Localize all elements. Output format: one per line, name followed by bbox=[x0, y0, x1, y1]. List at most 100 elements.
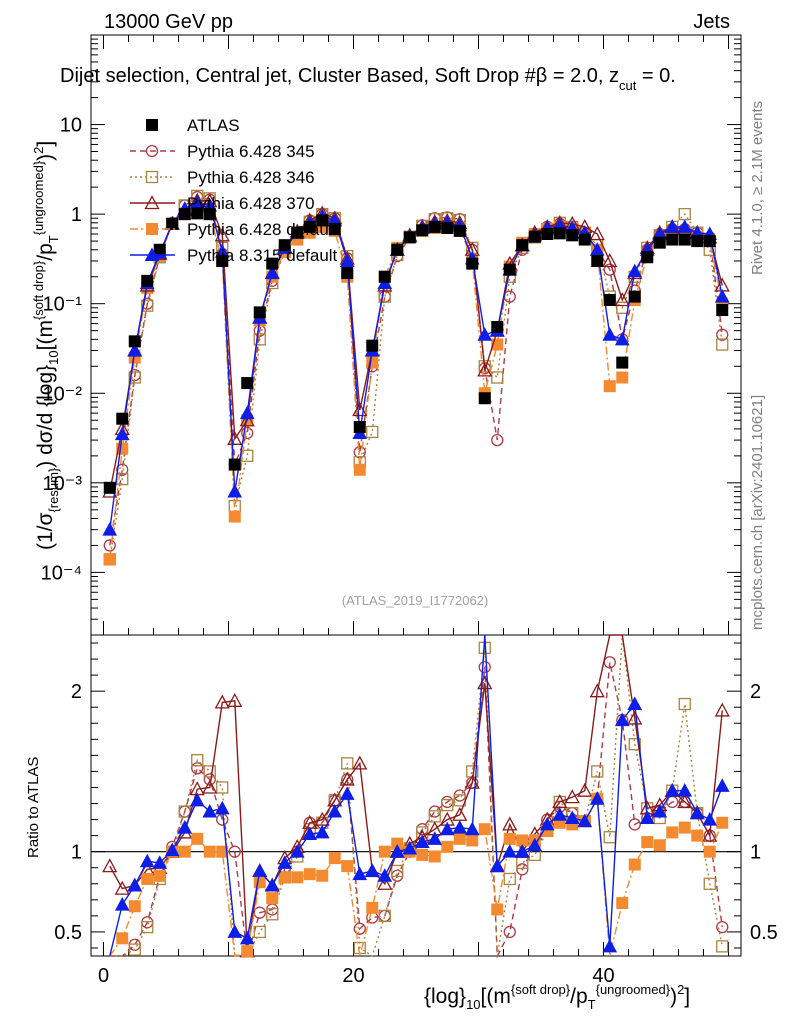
legend-entry: Pythia 8.315 default bbox=[130, 246, 338, 265]
ratio-point bbox=[141, 920, 154, 934]
ratio-point bbox=[228, 845, 241, 858]
ratio-point bbox=[628, 737, 641, 751]
ratio-point bbox=[266, 908, 279, 921]
data-point bbox=[528, 230, 541, 243]
y-tick-label-main: 1 bbox=[71, 204, 82, 226]
y-tick-label-main: 10⁻² bbox=[43, 383, 83, 405]
ratio-point bbox=[503, 925, 516, 939]
ratio-point bbox=[241, 945, 254, 958]
data-point bbox=[553, 227, 566, 240]
ratio-point bbox=[503, 872, 516, 886]
mcplots-source-label: mcplots.cern.ch [arXiv:2401.10621] bbox=[749, 395, 766, 630]
data-point bbox=[477, 327, 493, 341]
ratio-point bbox=[691, 829, 704, 842]
ratio-point bbox=[677, 794, 693, 809]
ratio-point bbox=[716, 940, 729, 953]
data-point bbox=[403, 231, 416, 244]
series-line bbox=[109, 199, 723, 492]
data-point bbox=[128, 371, 141, 384]
ratio-point bbox=[341, 860, 354, 873]
data-point bbox=[153, 243, 166, 256]
legend-entry: Pythia 6.428 370 bbox=[130, 194, 315, 213]
ratio-point bbox=[352, 866, 368, 881]
ratio-point bbox=[128, 938, 141, 951]
series-atlas bbox=[103, 207, 729, 494]
data-point bbox=[116, 442, 129, 455]
ratio-point bbox=[253, 876, 266, 889]
data-point bbox=[341, 267, 354, 280]
ratio-point bbox=[514, 844, 530, 858]
ratio-point bbox=[191, 832, 204, 845]
ratio-point bbox=[627, 696, 643, 711]
data-point bbox=[441, 222, 454, 235]
ratio-point bbox=[502, 816, 518, 831]
data-point bbox=[303, 220, 316, 233]
data-point bbox=[216, 254, 229, 267]
data-point bbox=[116, 412, 129, 425]
legend: ATLAS Pythia 6.428 345 Pythia 6.428 346 Pyt… bbox=[130, 116, 338, 265]
ratio-point bbox=[128, 900, 141, 913]
data-point bbox=[603, 293, 616, 306]
ratio-point bbox=[253, 925, 266, 939]
data-point bbox=[616, 356, 629, 369]
ratio-point bbox=[364, 863, 380, 877]
ratio-point bbox=[414, 834, 430, 849]
ratio-point bbox=[227, 924, 243, 938]
ratio-point bbox=[702, 812, 718, 826]
data-point bbox=[239, 412, 255, 427]
x-tick-label: 20 bbox=[342, 965, 364, 987]
ratio-point bbox=[453, 832, 466, 845]
legend-entry: Pythia 6.428 346 bbox=[130, 168, 315, 187]
y-tick-label-ratio-right: 0.5 bbox=[750, 922, 778, 944]
ratio-point bbox=[178, 845, 191, 858]
data-point bbox=[353, 421, 366, 434]
data-point bbox=[453, 224, 466, 237]
ratio-point bbox=[677, 783, 693, 797]
legend-label: Pythia 8.315 default bbox=[187, 246, 338, 265]
ratio-point bbox=[589, 791, 605, 805]
ratio-point bbox=[389, 844, 405, 858]
ratio-point bbox=[714, 778, 730, 792]
data-point bbox=[241, 426, 254, 440]
data-point bbox=[491, 433, 504, 447]
ratio-line bbox=[109, 796, 723, 957]
ratio-point bbox=[602, 938, 618, 953]
data-point bbox=[666, 233, 679, 246]
data-point bbox=[602, 327, 618, 341]
ratio-point bbox=[539, 816, 555, 831]
ratio-point bbox=[391, 864, 404, 878]
ratio-point bbox=[214, 694, 230, 709]
ratio-point bbox=[203, 765, 216, 778]
axis-ticks: 0 20 40 10⁻⁴ 10⁻³ 10⁻² 10⁻¹ 1 10 0.5 0.5 1 1 2 2 bbox=[41, 35, 778, 987]
ratio-point bbox=[614, 712, 630, 727]
data-point bbox=[103, 553, 116, 566]
ratio-pythia-8-315-default bbox=[109, 634, 730, 957]
x-axis-label: {log}10[(m{soft drop}/pT{ungroomed})2] bbox=[424, 982, 690, 1012]
legend-entry: Pythia 6.428 345 bbox=[130, 142, 315, 161]
ratio-point bbox=[216, 781, 229, 794]
data-point bbox=[591, 254, 604, 267]
ratio-point bbox=[152, 855, 168, 869]
data-point bbox=[541, 228, 554, 241]
ratio-point bbox=[564, 810, 580, 824]
data-point bbox=[239, 405, 255, 420]
legend-marker bbox=[145, 170, 159, 184]
ratio-point bbox=[702, 827, 718, 842]
legend-entry: Pythia 6.428 default bbox=[130, 220, 338, 239]
plot-title: Dijet selection, Central jet, Cluster Ba… bbox=[60, 65, 676, 93]
data-point bbox=[141, 274, 154, 287]
data-point bbox=[491, 320, 504, 333]
data-point bbox=[614, 292, 630, 307]
plot-title-main: Dijet selection, Central jet, Cluster Ba… bbox=[60, 65, 619, 87]
ratio-point bbox=[402, 840, 418, 855]
header-right-label: Jets bbox=[693, 11, 730, 33]
series-pythia-6-428-370 bbox=[102, 192, 730, 498]
data-point bbox=[227, 483, 243, 498]
y-tick-label-ratio-right: 1 bbox=[750, 842, 761, 864]
rivet-version-label: Rivet 4.1.0, ≥ 2.1M events bbox=[749, 101, 766, 275]
ratio-point bbox=[302, 826, 318, 841]
ratio-point bbox=[216, 813, 229, 826]
data-point bbox=[141, 299, 154, 312]
data-point bbox=[178, 208, 191, 221]
